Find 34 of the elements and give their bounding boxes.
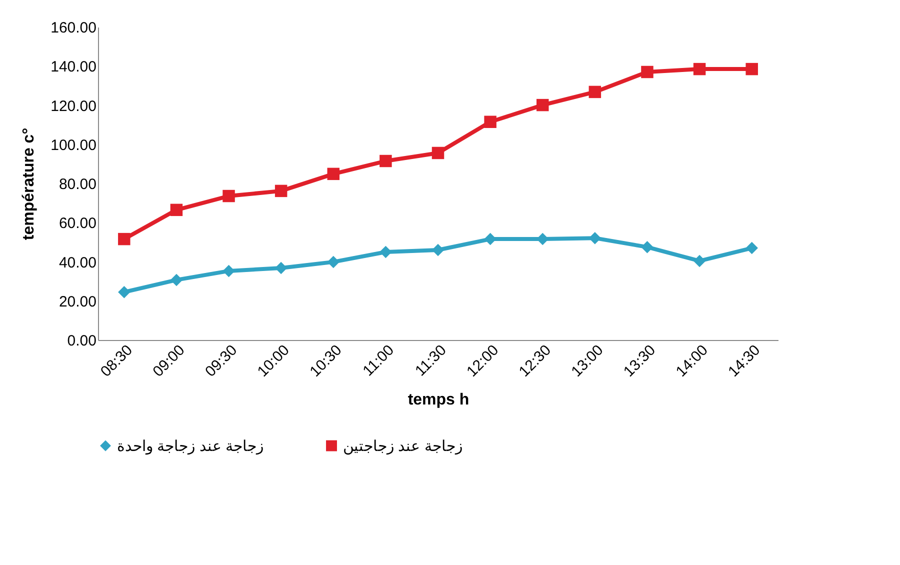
y-tick-label: 60.00: [58, 215, 96, 232]
y-tick-label: 80.00: [58, 176, 96, 193]
y-tick-label: 120.00: [50, 98, 96, 115]
point: [222, 264, 235, 278]
point: [170, 204, 183, 216]
point: [380, 154, 392, 168]
y-tick-label: 20.00: [58, 293, 96, 310]
y-tick-label: 40.00: [58, 254, 96, 272]
point: [746, 242, 758, 254]
y-tick-label: 100.00: [50, 136, 96, 154]
point: [693, 254, 706, 268]
legend-label: زجاجة عند زجاجتين: [343, 438, 462, 455]
x-axis-title: temps h: [408, 392, 470, 409]
point: [170, 274, 183, 286]
point: [641, 240, 654, 254]
y-tick-label: 0.00: [67, 332, 96, 350]
point: [588, 86, 602, 98]
point: [484, 116, 496, 128]
point: [432, 146, 444, 160]
point: [693, 62, 706, 76]
point: [327, 168, 340, 180]
point: [118, 286, 130, 298]
legend-label: زجاجة عند زجاجة واحدة: [117, 438, 264, 455]
y-tick-label: 140.00: [50, 58, 96, 76]
point: [274, 184, 288, 198]
point: [641, 66, 654, 78]
y-axis-title: température c°: [20, 128, 38, 240]
point: [536, 98, 549, 112]
point: [380, 246, 392, 258]
point: [327, 256, 340, 268]
point: [746, 62, 758, 76]
point: [222, 190, 235, 202]
y-tick-label: 160.00: [50, 20, 96, 36]
point: [118, 232, 130, 246]
